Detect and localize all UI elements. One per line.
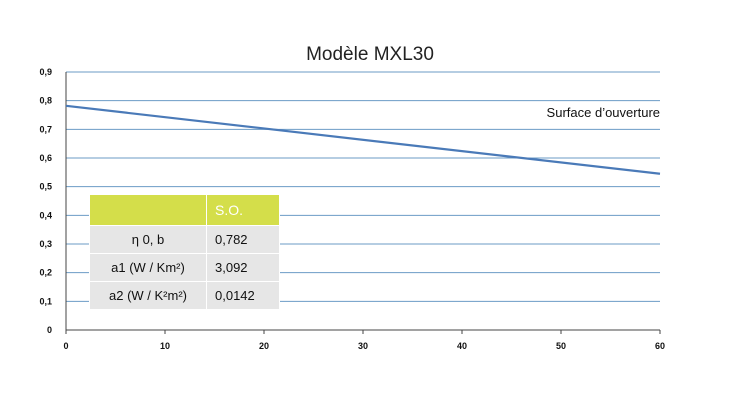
- table-header-so: S.O.: [206, 194, 280, 226]
- y-tick-label: 0,2: [39, 268, 52, 278]
- x-tick-label: 40: [457, 341, 467, 351]
- x-tick-labels: 0 10 20 30 40 50 60: [63, 341, 665, 351]
- parameter-table: S.O. η 0, b 0,782 a1 (W / Km²) 3,092 a2 …: [89, 194, 280, 310]
- series-lines: [65, 104, 661, 175]
- x-tick-label: 60: [655, 341, 665, 351]
- x-tick-label: 50: [556, 341, 566, 351]
- table-row-label: η 0, b: [89, 225, 207, 254]
- table-row: η 0, b 0,782: [89, 225, 280, 254]
- series-line: [65, 104, 661, 175]
- y-tick-label: 0,7: [39, 124, 52, 134]
- table-header-empty: [89, 194, 207, 226]
- x-tick-label: 0: [63, 341, 68, 351]
- table-row-value: 0,782: [206, 225, 280, 254]
- y-tick-label: 0,8: [39, 96, 52, 106]
- x-tick-label: 30: [358, 341, 368, 351]
- y-tick-label: 0,6: [39, 153, 52, 163]
- x-tick-label: 20: [259, 341, 269, 351]
- y-tick-label: 0,9: [39, 67, 52, 77]
- y-tick-label: 0,4: [39, 210, 52, 220]
- y-tick-label: 0,3: [39, 239, 52, 249]
- table-row: a1 (W / Km²) 3,092: [89, 253, 280, 282]
- table-row: a2 (W / K²m²) 0,0142: [89, 281, 280, 310]
- y-tick-label: 0: [47, 325, 52, 335]
- y-tick-label: 0,1: [39, 296, 52, 306]
- table-header-row: S.O.: [89, 194, 280, 226]
- series-label: Surface d’ouverture: [547, 105, 660, 120]
- chart-title: Modèle MXL30: [306, 44, 434, 65]
- table-row-label: a2 (W / K²m²): [89, 281, 207, 310]
- grid-lines: [65, 71, 661, 334]
- y-tick-label: 0,5: [39, 182, 52, 192]
- table-row-label: a1 (W / Km²): [89, 253, 207, 282]
- table-row-value: 0,0142: [206, 281, 280, 310]
- table-row-value: 3,092: [206, 253, 280, 282]
- x-tick-label: 10: [160, 341, 170, 351]
- y-tick-labels: 0 0,1 0,2 0,3 0,4 0,5 0,6 0,7 0,8 0,9: [39, 67, 52, 335]
